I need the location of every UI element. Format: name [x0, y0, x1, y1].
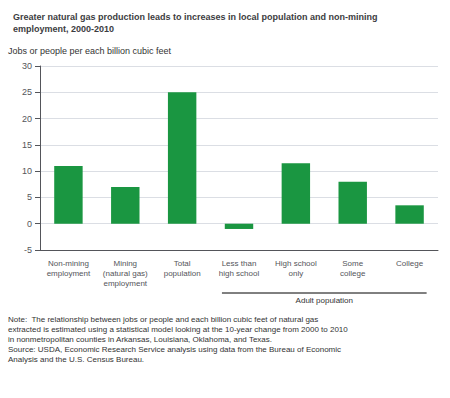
svg-text:College: College [396, 259, 424, 268]
svg-text:Less than: Less than [222, 259, 257, 268]
svg-text:25: 25 [22, 87, 32, 97]
svg-text:Source: USDA, Economic Researc: Source: USDA, Economic Research Service … [8, 345, 341, 354]
svg-text:Mining: Mining [113, 259, 137, 268]
svg-text:employment: employment [103, 279, 147, 288]
svg-text:high school: high school [219, 269, 260, 278]
svg-text:Adult population: Adult population [296, 296, 353, 305]
svg-text:Non-mining: Non-mining [48, 259, 89, 268]
svg-text:only: only [289, 269, 304, 278]
svg-text:Total: Total [174, 259, 191, 268]
svg-text:population: population [164, 269, 201, 278]
svg-text:college: college [340, 269, 366, 278]
svg-text:Note: The relationship betwee: Note: The relationship between jobs or p… [8, 315, 318, 324]
svg-text:Greater natural gas production: Greater natural gas production leads to … [13, 12, 378, 22]
svg-text:15: 15 [22, 140, 32, 150]
svg-text:High school: High school [275, 259, 317, 268]
svg-text:10: 10 [22, 166, 32, 176]
svg-text:extracted is estimated using a: extracted is estimated using a statistic… [8, 325, 348, 334]
svg-text:-5: -5 [24, 245, 32, 255]
svg-text:(natural gas): (natural gas) [103, 269, 148, 278]
svg-text:employment: employment [47, 269, 91, 278]
svg-text:Some: Some [342, 259, 363, 268]
svg-text:in nonmetropolitan counties in: in nonmetropolitan counties in Arkansas,… [8, 335, 272, 344]
svg-text:30: 30 [22, 61, 32, 71]
svg-text:20: 20 [22, 114, 32, 124]
svg-text:Jobs or people per each billio: Jobs or people per each billion cubic fe… [8, 46, 172, 56]
svg-text:employment, 2000-2010: employment, 2000-2010 [13, 24, 114, 34]
svg-text:Analysis and the U.S. Census B: Analysis and the U.S. Census Bureau. [8, 355, 144, 364]
svg-text:5: 5 [27, 192, 32, 202]
svg-text:0: 0 [27, 219, 32, 229]
